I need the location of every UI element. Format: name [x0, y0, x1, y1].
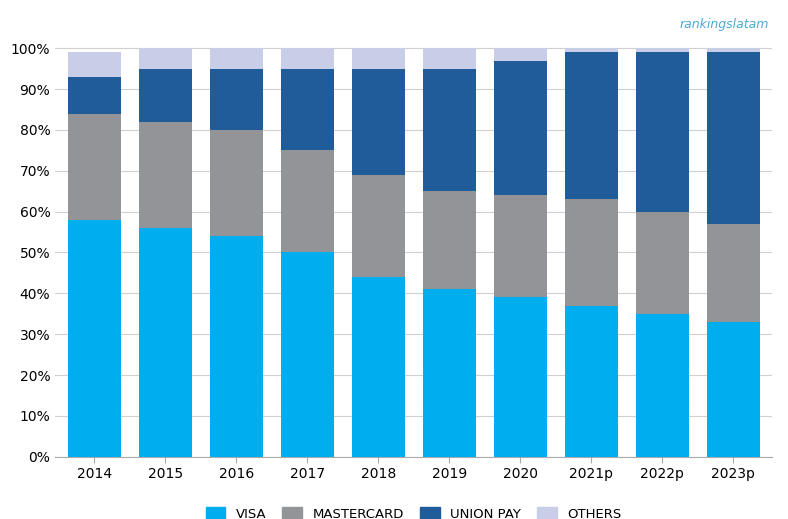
Bar — [210, 69, 263, 130]
Bar — [707, 52, 760, 224]
Bar — [281, 69, 334, 151]
Bar — [564, 52, 618, 199]
Bar — [139, 48, 191, 69]
Bar — [636, 212, 689, 314]
Bar — [139, 122, 191, 228]
Bar — [564, 306, 618, 457]
Bar — [68, 114, 121, 220]
Bar — [707, 322, 760, 457]
Bar — [636, 48, 689, 52]
Bar — [139, 228, 191, 457]
Bar — [210, 48, 263, 69]
Bar — [351, 277, 405, 457]
Bar — [493, 48, 547, 61]
Bar — [493, 195, 547, 297]
Text: rankingslatam: rankingslatam — [679, 18, 768, 31]
Legend: VISA, MASTERCARD, UNION PAY, OTHERS: VISA, MASTERCARD, UNION PAY, OTHERS — [206, 508, 622, 519]
Bar — [707, 48, 760, 52]
Bar — [281, 48, 334, 69]
Bar — [422, 191, 476, 289]
Bar — [68, 77, 121, 114]
Bar — [493, 61, 547, 195]
Bar — [139, 69, 191, 122]
Bar — [281, 151, 334, 252]
Bar — [281, 252, 334, 457]
Bar — [564, 199, 618, 306]
Bar — [493, 297, 547, 457]
Bar — [351, 175, 405, 277]
Bar — [707, 224, 760, 322]
Bar — [210, 130, 263, 236]
Bar — [351, 48, 405, 69]
Bar — [422, 289, 476, 457]
Bar — [636, 52, 689, 212]
Bar — [68, 52, 121, 77]
Bar — [68, 220, 121, 457]
Bar — [636, 314, 689, 457]
Bar — [422, 69, 476, 191]
Bar — [351, 69, 405, 175]
Bar — [210, 236, 263, 457]
Bar — [564, 48, 618, 52]
Bar — [422, 48, 476, 69]
